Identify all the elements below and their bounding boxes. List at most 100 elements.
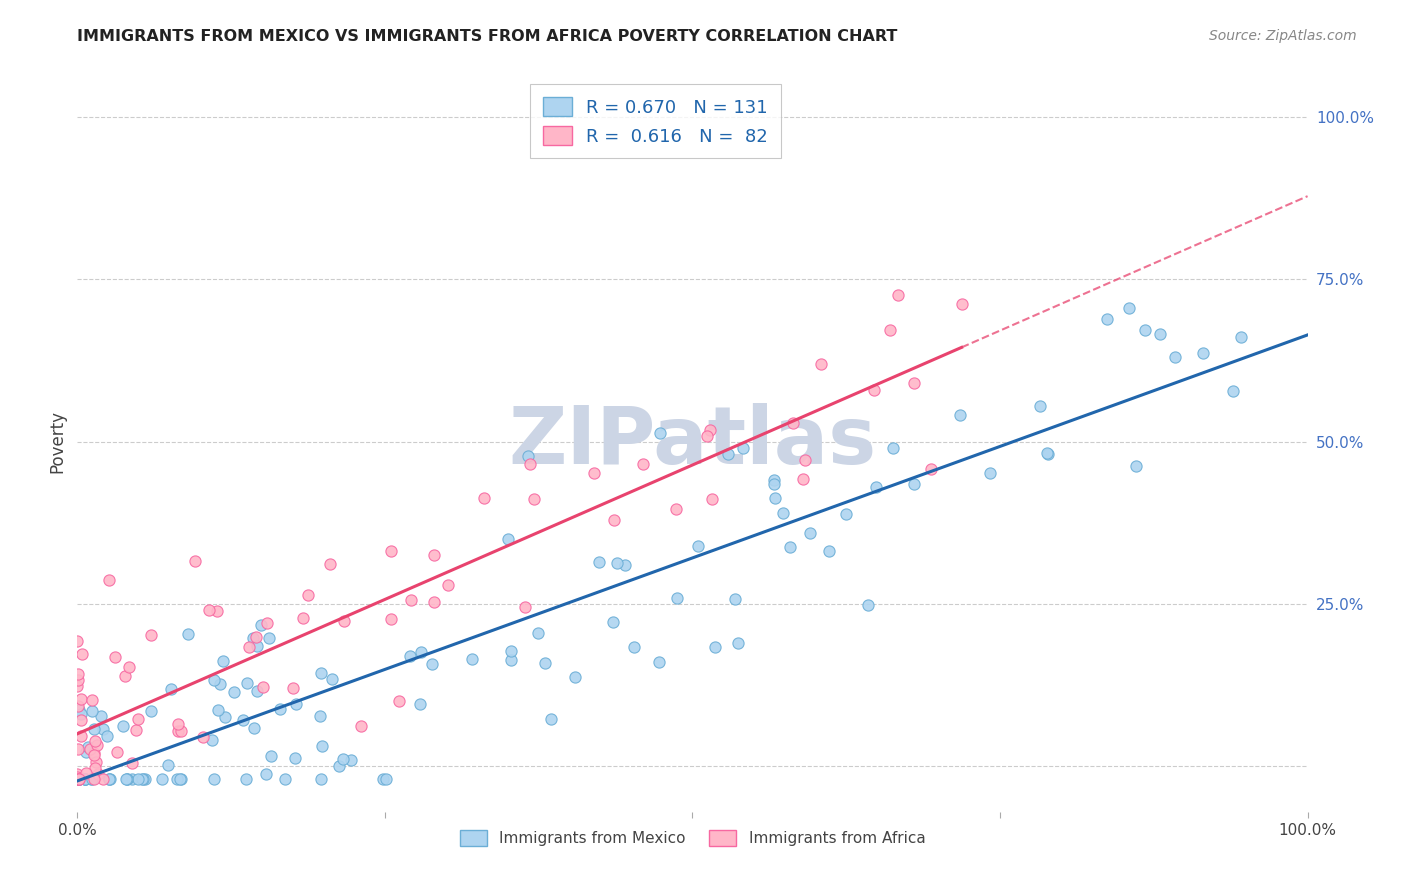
Point <box>202 673 225 688</box>
Point <box>411 645 433 659</box>
Point <box>184 554 207 568</box>
Point <box>582 466 605 480</box>
Point <box>516 449 538 463</box>
Point <box>84 734 107 748</box>
Point <box>66 772 89 787</box>
Point <box>879 323 901 337</box>
Point <box>409 697 432 711</box>
Point <box>1095 312 1118 326</box>
Point <box>104 650 127 665</box>
Point <box>254 766 277 780</box>
Point <box>246 639 269 653</box>
Point <box>66 772 89 787</box>
Point <box>523 492 546 507</box>
Point <box>1191 345 1213 359</box>
Point <box>198 603 221 617</box>
Point <box>73 772 96 787</box>
Point <box>311 739 333 754</box>
Point <box>256 615 278 630</box>
Point <box>80 772 103 787</box>
Point <box>285 697 308 711</box>
Point <box>856 598 879 612</box>
Point <box>66 673 89 687</box>
Point <box>167 724 190 739</box>
Point <box>67 703 90 717</box>
Point <box>73 772 96 787</box>
Point <box>835 507 858 521</box>
Point <box>903 476 925 491</box>
Point <box>1036 446 1059 460</box>
Point <box>882 441 904 455</box>
Point <box>222 684 245 698</box>
Point <box>1125 458 1147 473</box>
Point <box>114 772 136 787</box>
Point <box>252 680 274 694</box>
Point <box>666 591 689 605</box>
Point <box>309 708 332 723</box>
Point <box>66 770 89 784</box>
Point <box>166 772 188 787</box>
Point <box>167 717 190 731</box>
Point <box>274 772 297 786</box>
Point <box>623 640 645 654</box>
Point <box>66 767 89 781</box>
Point <box>799 526 821 541</box>
Point <box>170 723 193 738</box>
Text: IMMIGRANTS FROM MEXICO VS IMMIGRANTS FROM AFRICA POVERTY CORRELATION CHART: IMMIGRANTS FROM MEXICO VS IMMIGRANTS FRO… <box>77 29 897 44</box>
Point <box>70 714 93 728</box>
Point <box>245 630 267 644</box>
Point <box>863 383 886 397</box>
Point <box>340 753 363 767</box>
Point <box>91 772 114 787</box>
Point <box>350 719 373 733</box>
Point <box>66 679 89 693</box>
Point <box>84 755 107 769</box>
Point <box>399 648 422 663</box>
Point <box>246 684 269 698</box>
Point <box>97 772 120 787</box>
Point <box>284 751 307 765</box>
Point <box>212 654 235 668</box>
Point <box>259 631 281 645</box>
Point <box>949 408 972 422</box>
Point <box>762 473 785 487</box>
Point <box>236 675 259 690</box>
Point <box>793 453 815 467</box>
Point <box>69 729 91 743</box>
Point <box>67 772 90 787</box>
Point <box>67 772 90 787</box>
Y-axis label: Poverty: Poverty <box>48 410 66 473</box>
Point <box>66 699 89 714</box>
Point <box>534 656 557 670</box>
Point <box>191 730 214 744</box>
Point <box>979 466 1001 480</box>
Point <box>235 772 257 787</box>
Point <box>1222 384 1244 398</box>
Point <box>371 772 394 787</box>
Point <box>76 740 98 755</box>
Point <box>83 748 105 763</box>
Point <box>703 640 725 655</box>
Point <box>723 592 745 607</box>
Point <box>79 742 101 756</box>
Point <box>420 657 443 672</box>
Point <box>66 667 89 681</box>
Point <box>207 703 229 717</box>
Point <box>602 615 624 629</box>
Point <box>614 558 637 573</box>
Point <box>1230 330 1253 344</box>
Point <box>1135 323 1157 337</box>
Point <box>920 462 942 476</box>
Point <box>75 772 97 787</box>
Point <box>423 548 446 562</box>
Point <box>519 457 541 471</box>
Point <box>127 772 149 787</box>
Point <box>763 477 786 491</box>
Point <box>66 772 89 787</box>
Point <box>1149 327 1171 342</box>
Text: ZIPatlas: ZIPatlas <box>509 402 876 481</box>
Point <box>269 701 291 715</box>
Point <box>115 772 138 787</box>
Point <box>526 625 548 640</box>
Point <box>243 721 266 735</box>
